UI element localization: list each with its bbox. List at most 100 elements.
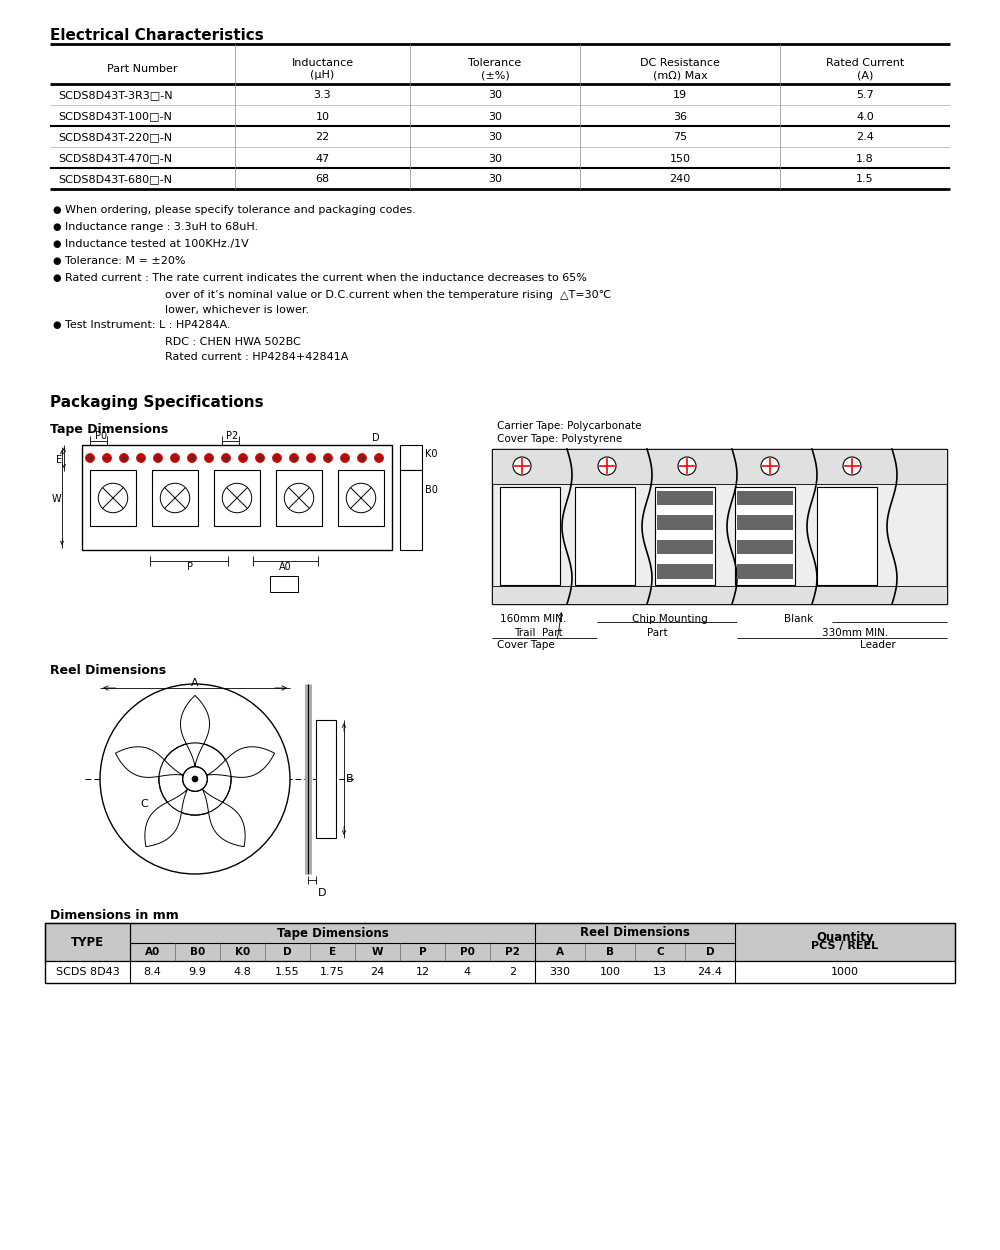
Text: Reel Dimensions: Reel Dimensions [50,664,166,678]
Text: Quantity: Quantity [816,930,874,944]
Text: 1.5: 1.5 [856,175,874,185]
Bar [575,488,635,585]
Text: DC Resistance: DC Resistance [640,58,720,68]
Text: Rated current : The rate current indicates the current when the inductance decre: Rated current : The rate current indicat… [65,272,587,282]
Text: Test Instrument: L : HP4284A.: Test Instrument: L : HP4284A. [65,320,230,330]
Polygon shape [180,695,210,766]
Text: Tape Dimensions: Tape Dimensions [50,422,168,436]
Text: A0: A0 [145,948,160,958]
Text: Carrier Tape: Polycarbonate: Carrier Tape: Polycarbonate [497,421,642,431]
Polygon shape [202,789,245,846]
Bar [492,449,947,484]
Circle shape [374,454,384,462]
Bar [82,445,392,550]
Text: SCDS8D43T-100□-N: SCDS8D43T-100□-N [58,111,172,121]
Text: over of it’s nominal value or D.C.current when the temperature rising  △T=30℃: over of it’s nominal value or D.C.curren… [165,290,611,300]
Bar [45,922,955,961]
Text: ●: ● [52,256,60,266]
Bar [500,488,560,585]
Text: 150: 150 [670,154,690,164]
Text: E: E [56,455,62,465]
Text: 36: 36 [673,111,687,121]
Circle shape [306,454,316,462]
Bar [657,515,713,530]
Text: 100: 100 [600,968,620,978]
Text: 4.0: 4.0 [856,111,874,121]
Bar [400,470,422,550]
Circle shape [761,458,779,475]
Text: Inductance range : 3.3uH to 68uH.: Inductance range : 3.3uH to 68uH. [65,222,258,232]
Circle shape [120,454,128,462]
Circle shape [170,454,180,462]
Circle shape [843,458,861,475]
Text: 1000: 1000 [831,968,859,978]
Bar [657,540,713,555]
Text: B: B [346,774,354,784]
Text: ●: ● [52,205,60,215]
Text: RDC : CHEN HWA 502BC: RDC : CHEN HWA 502BC [165,338,301,348]
Text: P2: P2 [226,431,238,441]
Text: D: D [283,948,292,958]
Text: 2: 2 [509,968,516,978]
Text: K0: K0 [425,449,438,459]
Text: TYPE: TYPE [71,935,104,949]
Text: 30: 30 [488,111,502,121]
Circle shape [324,454,332,462]
Text: SCDS8D43T-220□-N: SCDS8D43T-220□-N [58,132,172,142]
Text: A: A [556,948,564,958]
Bar [817,488,877,585]
Text: 75: 75 [673,132,687,142]
Text: 47: 47 [315,154,330,164]
Text: ●: ● [52,272,60,282]
Text: 4.8: 4.8 [234,968,251,978]
Text: (μH): (μH) [310,70,335,80]
Bar [45,922,130,961]
Text: B: B [606,948,614,958]
Text: ●: ● [52,239,60,249]
Bar [214,470,260,526]
Text: P0: P0 [94,431,107,441]
Text: Leader: Leader [860,640,896,650]
Text: 330: 330 [550,968,570,978]
Text: P2: P2 [505,948,520,958]
Bar [655,488,715,585]
Text: ●: ● [52,320,60,330]
Bar [400,445,422,470]
Text: Tolerance: M = ±20%: Tolerance: M = ±20% [65,256,186,266]
Text: Part: Part [647,628,668,638]
Text: Inductance: Inductance [291,58,354,68]
Circle shape [598,458,616,475]
Text: SCDS8D43T-680□-N: SCDS8D43T-680□-N [58,175,172,185]
Text: ●: ● [52,222,60,232]
Text: 30: 30 [488,175,502,185]
Text: 68: 68 [315,175,330,185]
Text: Tape Dimensions: Tape Dimensions [277,926,388,940]
Circle shape [340,454,350,462]
Text: 3.3: 3.3 [314,90,331,100]
Text: W: W [52,494,62,504]
Text: 8.4: 8.4 [144,968,161,978]
Bar [45,922,955,982]
Circle shape [678,458,696,475]
Text: Cover Tape: Polystyrene: Cover Tape: Polystyrene [497,434,622,444]
Text: SCDS8D43T-3R3□-N: SCDS8D43T-3R3□-N [58,90,173,100]
Polygon shape [115,746,183,778]
Text: Blank: Blank [784,614,813,624]
Text: 12: 12 [415,968,430,978]
Bar [737,491,793,505]
Text: Reel Dimensions: Reel Dimensions [580,926,690,940]
Text: P: P [188,562,194,572]
Text: 24: 24 [370,968,385,978]
Text: 1.8: 1.8 [856,154,874,164]
Text: D: D [706,948,714,958]
Bar [45,961,955,982]
Bar [657,491,713,505]
Text: Rated Current: Rated Current [826,58,904,68]
Text: E: E [329,948,336,958]
Circle shape [358,454,366,462]
Circle shape [136,454,146,462]
Circle shape [205,454,214,462]
Text: When ordering, please specify tolerance and packaging codes.: When ordering, please specify tolerance … [65,205,416,215]
Text: 30: 30 [488,154,502,164]
Text: D: D [318,888,326,898]
